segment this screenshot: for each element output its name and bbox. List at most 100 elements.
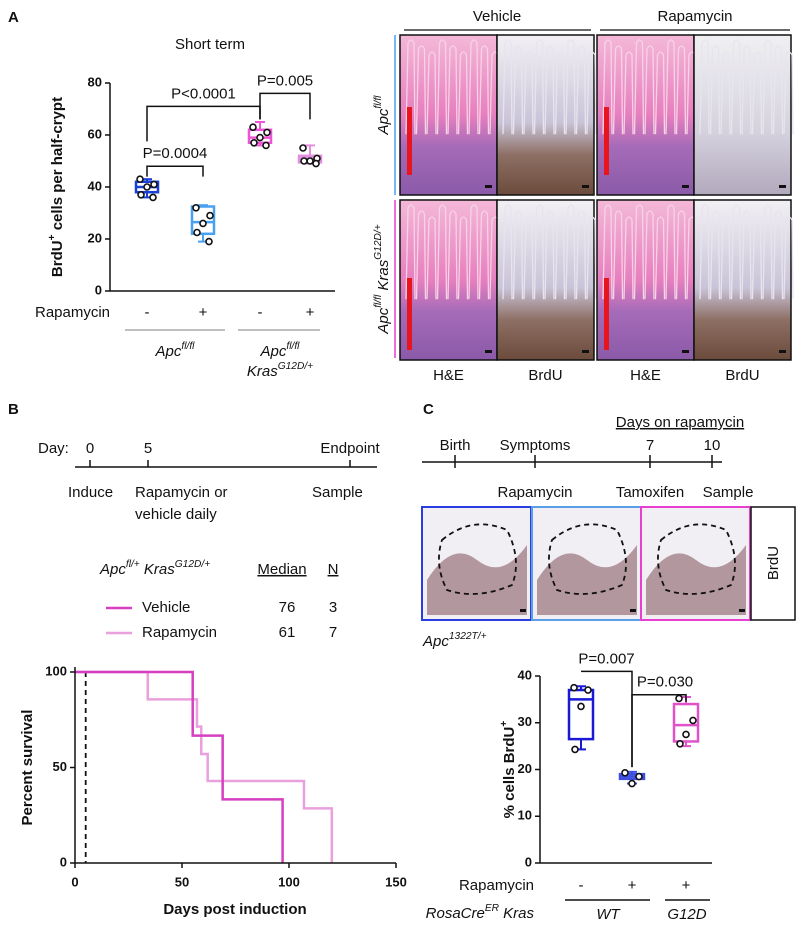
y-tick-label: 80 xyxy=(88,74,102,89)
villus xyxy=(565,204,576,300)
villus xyxy=(447,45,458,135)
villus xyxy=(772,210,784,300)
genotype-row-label-part: ER xyxy=(485,903,500,914)
timeline-tick: Symptoms xyxy=(500,437,571,454)
row-label: Rapamycin xyxy=(35,304,110,321)
legend-median: 61 xyxy=(279,624,296,641)
villus xyxy=(623,51,634,135)
stain-label: BrdU xyxy=(765,546,782,580)
y-tick-label: 100 xyxy=(45,663,67,678)
timeline-header: Days on rapamycin xyxy=(616,414,744,431)
data-point xyxy=(193,228,201,237)
y-tick-label: 40 xyxy=(518,667,532,682)
villus xyxy=(720,51,731,135)
villus xyxy=(468,39,479,135)
scale-mark xyxy=(779,185,786,188)
villus xyxy=(575,45,587,135)
data-point xyxy=(676,739,684,748)
data-point xyxy=(249,123,257,131)
y-tick-label: 0 xyxy=(95,282,102,297)
x-tick-label: 0 xyxy=(71,874,78,889)
x-axis-label: Days post induction xyxy=(163,901,306,918)
villus xyxy=(699,39,710,135)
villus xyxy=(523,216,534,300)
group-label-part: Apc xyxy=(260,343,287,360)
y-tick-label: 40 xyxy=(88,178,102,193)
villus xyxy=(523,51,534,135)
x-tick-label: + xyxy=(199,304,208,321)
villus xyxy=(623,216,634,300)
villus xyxy=(512,210,524,300)
villus xyxy=(405,39,416,135)
y-axis-label-part: % cells BrdU xyxy=(501,727,518,819)
villus xyxy=(709,45,721,135)
data-point xyxy=(199,219,207,228)
column-header: Rapamycin xyxy=(657,8,732,25)
legend-n: 7 xyxy=(329,624,337,641)
villus xyxy=(654,216,666,300)
timeline-event: Tamoxifen xyxy=(616,484,684,501)
legend-title: Apcfl/+ KrasG12D/+ xyxy=(99,559,210,578)
scale-mark xyxy=(520,609,526,612)
villus xyxy=(654,51,666,135)
villus xyxy=(457,216,469,300)
villus xyxy=(730,39,742,135)
data-point xyxy=(312,159,320,168)
significance: P=0.005 xyxy=(257,72,313,89)
villus xyxy=(741,210,752,300)
data-point xyxy=(299,144,307,152)
column-header: Vehicle xyxy=(473,8,521,25)
villus xyxy=(426,51,437,135)
villus xyxy=(699,204,710,300)
legend-title-part: fl/+ xyxy=(126,559,140,570)
row-label-part: Apc xyxy=(375,307,392,334)
significance: P=0.030 xyxy=(637,674,693,691)
villus xyxy=(426,216,437,300)
data-point xyxy=(584,686,592,694)
panel-letter: B xyxy=(8,401,19,418)
panel-letter: A xyxy=(8,9,19,26)
x-tick-label: - xyxy=(258,304,263,321)
box xyxy=(567,688,595,741)
villus xyxy=(644,210,655,300)
row-label-part: Apc xyxy=(375,108,392,135)
data-point xyxy=(571,745,579,754)
group-label-part: G12D/+ xyxy=(278,361,313,372)
tissue xyxy=(427,545,527,615)
villus xyxy=(533,204,545,300)
villus xyxy=(436,204,448,300)
x-tick-label: - xyxy=(145,304,150,321)
significance: P<0.0001 xyxy=(171,85,236,102)
x-tick-label: 100 xyxy=(278,874,300,889)
timeline-event: Rapamycin xyxy=(497,484,572,501)
villus xyxy=(665,39,676,135)
villus xyxy=(602,39,613,135)
x-tick-label: - xyxy=(579,877,584,894)
scale-mark xyxy=(485,350,492,353)
data-point xyxy=(206,211,214,220)
scale-mark xyxy=(779,350,786,353)
timeline-event: vehicle daily xyxy=(135,506,217,523)
genotype-row-label-part: Kras xyxy=(499,905,535,922)
villus xyxy=(720,216,731,300)
timeline-tick: 5 xyxy=(144,440,152,457)
chart-title: Short term xyxy=(175,36,245,53)
scale-bar xyxy=(604,107,609,175)
villus xyxy=(783,216,794,300)
timeline-event: Induce xyxy=(68,484,113,501)
x-tick-label: + xyxy=(682,877,691,894)
y-tick-label: 20 xyxy=(518,761,532,776)
scale-mark xyxy=(682,185,689,188)
scale-bar xyxy=(407,107,412,175)
villus xyxy=(447,210,458,300)
data-point xyxy=(149,193,157,202)
scale-mark xyxy=(582,185,589,188)
data-point xyxy=(150,180,158,189)
timeline-label: Day: xyxy=(38,440,69,457)
scale-bar xyxy=(407,278,412,350)
y-tick-label: 0 xyxy=(525,854,532,869)
villus xyxy=(772,45,784,135)
data-point xyxy=(250,139,258,147)
villus xyxy=(533,39,545,135)
